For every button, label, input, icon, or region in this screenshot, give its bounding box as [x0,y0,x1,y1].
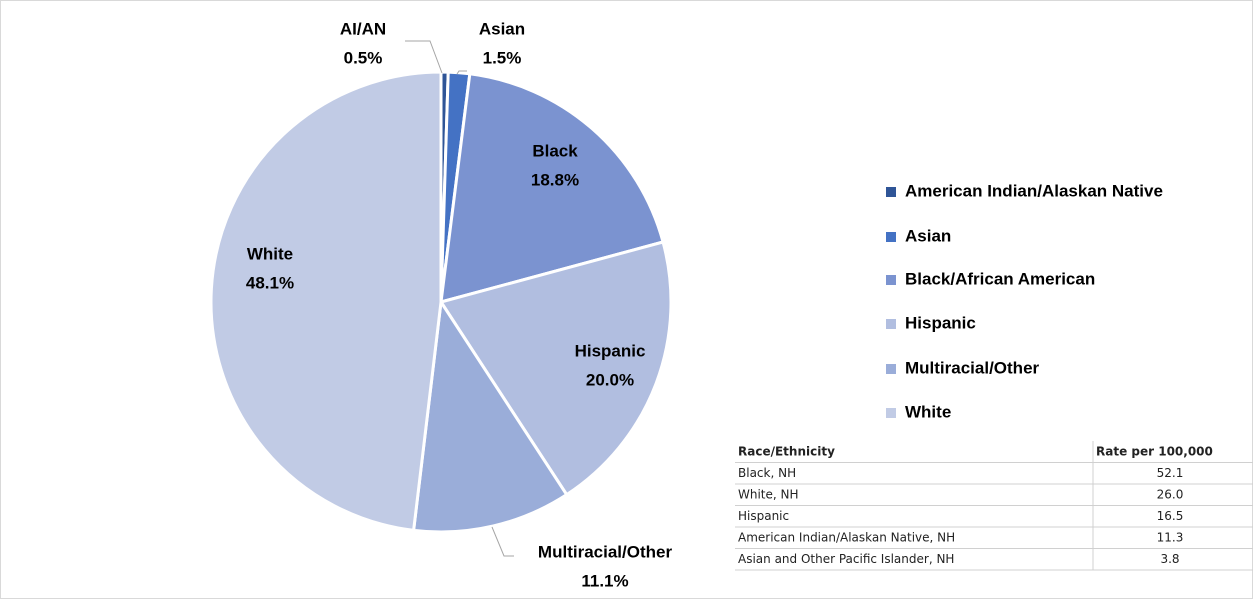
table-cell: American Indian/Alaskan Native, NH [738,531,955,545]
legend-label: Multiracial/Other [905,358,1040,377]
table-header: Rate per 100,000 [1096,445,1213,459]
legend-label: American Indian/Alaskan Native [905,181,1163,200]
table: Race/Ethnicity Rate per 100,000 Black, NH 5… [735,441,1253,571]
legend-swatch [886,364,896,374]
pie-slice [438,240,673,497]
legend-swatch [886,319,896,329]
legend-label: Black/African American [905,269,1095,288]
legend-swatch [886,232,896,242]
data-label-name: AI/AN [340,19,386,38]
pie [209,70,673,534]
table-cell: Hispanic [738,509,789,523]
table-cell: 52.1 [1157,466,1184,480]
data-label: 20.0% [586,370,634,389]
legend-swatch [886,275,896,285]
legend-label: White [905,402,951,421]
legend: American Indian/Alaskan Native Asian Black… [886,181,1163,421]
legend-swatch [886,408,896,418]
data-label: 48.1% [246,273,294,292]
data-label-name: Multiracial/Other [538,542,673,561]
data-label: 18.8% [531,170,579,189]
legend-label: Hispanic [905,313,976,332]
data-label: 11.1% [581,571,628,590]
leader-line [491,526,514,557]
data-label: 1.5% [483,48,522,67]
pie-slice [439,72,665,305]
data-label-name: White [247,244,293,263]
data-label-name: Black [532,141,578,160]
table-cell: 3.8 [1160,552,1179,566]
legend-label: Asian [905,226,951,245]
data-label-name: Asian [479,19,525,38]
leader-line [405,40,443,74]
table-cell: Black, NH [738,466,796,480]
legend-swatch [886,187,896,197]
table-cell: 16.5 [1157,509,1184,523]
table-cell: 11.3 [1157,531,1184,545]
pie-slice [411,297,569,534]
leader-line [456,70,467,75]
table-header: Race/Ethnicity [738,445,835,459]
data-labels: AI/AN 0.5% Asian 1.5% Black 18.8% Hispanic 20.0… [246,19,673,590]
table-cell: White, NH [738,488,799,502]
pie-slice [209,70,443,533]
data-label-name: Hispanic [575,341,646,360]
table-cell: Asian and Other Pacific Islander, NH [738,552,954,566]
data-label: 0.5% [344,48,383,67]
table-cell: 26.0 [1157,488,1184,502]
